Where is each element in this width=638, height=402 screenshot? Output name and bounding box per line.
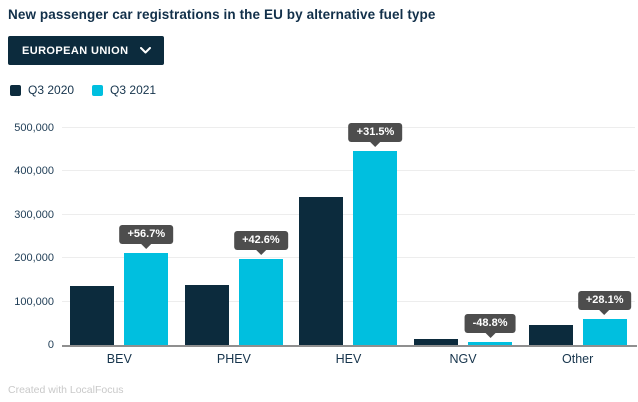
x-axis-baseline: [62, 345, 637, 347]
gridline: [62, 257, 635, 259]
legend: Q3 2020 Q3 2021: [10, 83, 156, 97]
y-tick-label: 100,000: [14, 295, 54, 308]
bar-group-phev: +42.6%: [177, 128, 292, 345]
bar-group-ngv: -48.8%: [406, 128, 521, 345]
legend-item-q3-2021[interactable]: Q3 2021: [92, 83, 156, 97]
bar-q3-2020-hev[interactable]: [299, 197, 344, 345]
change-tooltip-hev: +31.5%: [348, 122, 403, 142]
y-tick-label: 200,000: [14, 252, 54, 265]
x-tick-label-other: Other: [562, 352, 594, 366]
bar-q3-2021-phev[interactable]: +42.6%: [234, 231, 288, 345]
bar-q3-2021-hev[interactable]: +31.5%: [348, 122, 403, 345]
bar-q3-2020-ngv[interactable]: [414, 339, 459, 345]
bar-q3-2021-bev[interactable]: +56.7%: [119, 224, 174, 345]
x-tick-label-phev: PHEV: [216, 352, 251, 366]
x-tick-label-ngv: NGV: [449, 352, 477, 366]
localfocus-credit: Created with LocalFocus: [8, 384, 124, 396]
region-dropdown-label: EUROPEAN UNION: [22, 44, 129, 57]
change-tooltip-bev: +56.7%: [119, 224, 174, 244]
gridline: [62, 213, 635, 215]
bar-groups: +56.7% +42.6% +31.5% -48.8% +28.1%: [62, 122, 635, 345]
bar-chart: 0 100,000 200,000 300,000 400,000 500,000 +56…: [0, 122, 638, 373]
plot-area: +56.7% +42.6% +31.5% -48.8% +28.1%: [62, 122, 635, 345]
x-tick-label-bev: BEV: [106, 352, 132, 366]
bar-group-other: +28.1%: [520, 128, 635, 345]
bar-q3-2020-phev[interactable]: [184, 284, 229, 345]
y-axis: 0 100,000 200,000 300,000 400,000 500,000: [0, 122, 54, 351]
change-tooltip-ngv: -48.8%: [464, 314, 516, 334]
bar-group-hev: +31.5%: [291, 122, 406, 345]
bar-q3-2021-ngv[interactable]: -48.8%: [464, 314, 516, 345]
change-tooltip-phev: +42.6%: [234, 231, 288, 251]
bar-q3-2021-other[interactable]: +28.1%: [577, 291, 632, 345]
x-tick-label-hev: HEV: [335, 352, 362, 366]
bar-group-bev: +56.7%: [62, 128, 177, 345]
legend-label: Q3 2021: [110, 83, 157, 97]
gridline: [62, 300, 635, 302]
q3-2020-swatch: [10, 84, 21, 96]
legend-item-q3-2020[interactable]: Q3 2020: [10, 83, 74, 97]
page-title: New passenger car registrations in the E…: [8, 7, 436, 22]
gridline: [62, 170, 635, 172]
y-tick-label: 400,000: [14, 165, 54, 178]
q3-2021-swatch: [92, 84, 104, 96]
chevron-down-icon: [140, 47, 152, 54]
bar-q3-2020-other[interactable]: [528, 324, 573, 345]
region-dropdown[interactable]: EUROPEAN UNION: [8, 36, 165, 65]
legend-label: Q3 2020: [28, 83, 75, 97]
x-axis-labels: BEV PHEV HEV NGV Other: [62, 352, 635, 366]
y-tick-label: 0: [47, 339, 54, 351]
y-tick-label: 500,000: [14, 122, 54, 134]
change-tooltip-other: +28.1%: [577, 291, 632, 311]
bar-q3-2020-bev[interactable]: [70, 286, 115, 345]
y-tick-label: 300,000: [14, 208, 54, 221]
